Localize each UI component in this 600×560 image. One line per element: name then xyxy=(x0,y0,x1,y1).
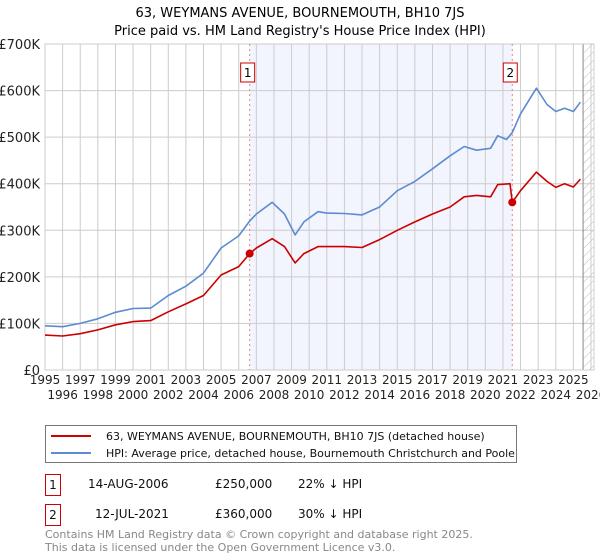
x-tick-label: 2005 xyxy=(206,373,237,387)
x-tick-label: 2025 xyxy=(558,373,589,387)
x-tick-label: 1999 xyxy=(100,373,131,387)
x-tick-label: 2008 xyxy=(259,388,290,402)
x-tick-label: 2021 xyxy=(488,373,519,387)
chart-subtitle: Price paid vs. HM Land Registry's House … xyxy=(114,24,486,39)
y-tick-label: £200K xyxy=(0,271,40,286)
x-tick-label: 2003 xyxy=(171,373,202,387)
x-tick-label: 2026 xyxy=(576,388,600,402)
y-tick-label: £500K xyxy=(0,131,40,146)
y-tick-label: £300K xyxy=(0,224,40,239)
hatched-region xyxy=(583,44,594,370)
sale-point xyxy=(508,198,517,207)
x-tick-label: 2012 xyxy=(329,388,360,402)
legend-swatch-red xyxy=(51,435,91,437)
x-tick-label: 2015 xyxy=(382,373,413,387)
x-tick-label: 2009 xyxy=(276,373,307,387)
legend-item-hpi: HPI: Average price, detached house, Bour… xyxy=(46,445,515,461)
x-tick-label: 2002 xyxy=(153,388,184,402)
sale-date: 14-AUG-2006 xyxy=(88,477,169,491)
x-tick-label: 2006 xyxy=(223,388,254,402)
x-tick-label: 2018 xyxy=(435,388,466,402)
y-tick-label: £0 xyxy=(23,364,40,379)
y-tick-label: £100K xyxy=(0,317,40,332)
sale-marker-box xyxy=(240,62,256,83)
x-tick-label: 2001 xyxy=(135,373,166,387)
legend-label: 63, WEYMANS AVENUE, BOURNEMOUTH, BH10 7J… xyxy=(106,429,485,443)
hpi-line xyxy=(44,87,582,328)
plot-border xyxy=(44,43,595,371)
x-tick-label: 2010 xyxy=(294,388,325,402)
price-chart: 63, WEYMANS AVENUE, BOURNEMOUTH, BH10 7J… xyxy=(0,6,600,402)
x-tick-label: 2007 xyxy=(241,373,272,387)
x-tick-label: 1997 xyxy=(65,373,96,387)
marker-badge: 2 xyxy=(45,504,61,526)
sale-marker-label: 2 xyxy=(506,66,514,80)
legend-swatch-blue xyxy=(51,452,91,454)
chart-title: 63, WEYMANS AVENUE, BOURNEMOUTH, BH10 7J… xyxy=(136,6,465,21)
x-tick-label: 1998 xyxy=(83,388,114,402)
sale-price: £250,000 xyxy=(215,477,273,491)
footer-licence: This data is licensed under the Open Gov… xyxy=(45,540,396,554)
hpi-diff: 22% ↓ HPI xyxy=(298,477,363,491)
marker-badge: 1 xyxy=(45,474,61,496)
x-tick-label: 2019 xyxy=(452,373,483,387)
legend-item-property: 63, WEYMANS AVENUE, BOURNEMOUTH, BH10 7J… xyxy=(46,428,485,444)
hpi-diff: 30% ↓ HPI xyxy=(298,507,363,521)
footer-copyright: Contains HM Land Registry data © Crown c… xyxy=(45,528,473,541)
sale-marker-box xyxy=(502,62,518,83)
x-tick-label: 2016 xyxy=(400,388,431,402)
property-price-line xyxy=(44,171,581,337)
x-tick-label: 2011 xyxy=(312,373,343,387)
x-tick-label: 2000 xyxy=(118,388,149,402)
legend-label: HPI: Average price, detached house, Bour… xyxy=(106,446,515,460)
x-tick-label: 2020 xyxy=(470,388,501,402)
sale-marker-label: 1 xyxy=(244,66,252,80)
x-tick-label: 2023 xyxy=(523,373,554,387)
footer: Contains HM Land Registry data © Crown c… xyxy=(45,528,473,554)
sale-point xyxy=(245,249,254,258)
x-tick-label: 2022 xyxy=(505,388,536,402)
y-tick-label: £400K xyxy=(0,178,40,193)
y-tick-label: £600K xyxy=(0,85,40,100)
shaded-ownership-period xyxy=(249,44,513,370)
sale-date: 12-JUL-2021 xyxy=(95,507,169,521)
x-tick-label: 2014 xyxy=(364,388,395,402)
sale-price: £360,000 xyxy=(215,507,273,521)
y-tick-label: £700K xyxy=(0,38,40,53)
x-tick-label: 2004 xyxy=(188,388,219,402)
x-tick-label: 1995 xyxy=(30,373,61,387)
x-tick-label: 2017 xyxy=(417,373,448,387)
x-tick-label: 2013 xyxy=(347,373,378,387)
legend: 63, WEYMANS AVENUE, BOURNEMOUTH, BH10 7J… xyxy=(45,425,517,463)
x-tick-label: 2024 xyxy=(541,388,572,402)
x-tick-label: 1996 xyxy=(47,388,78,402)
